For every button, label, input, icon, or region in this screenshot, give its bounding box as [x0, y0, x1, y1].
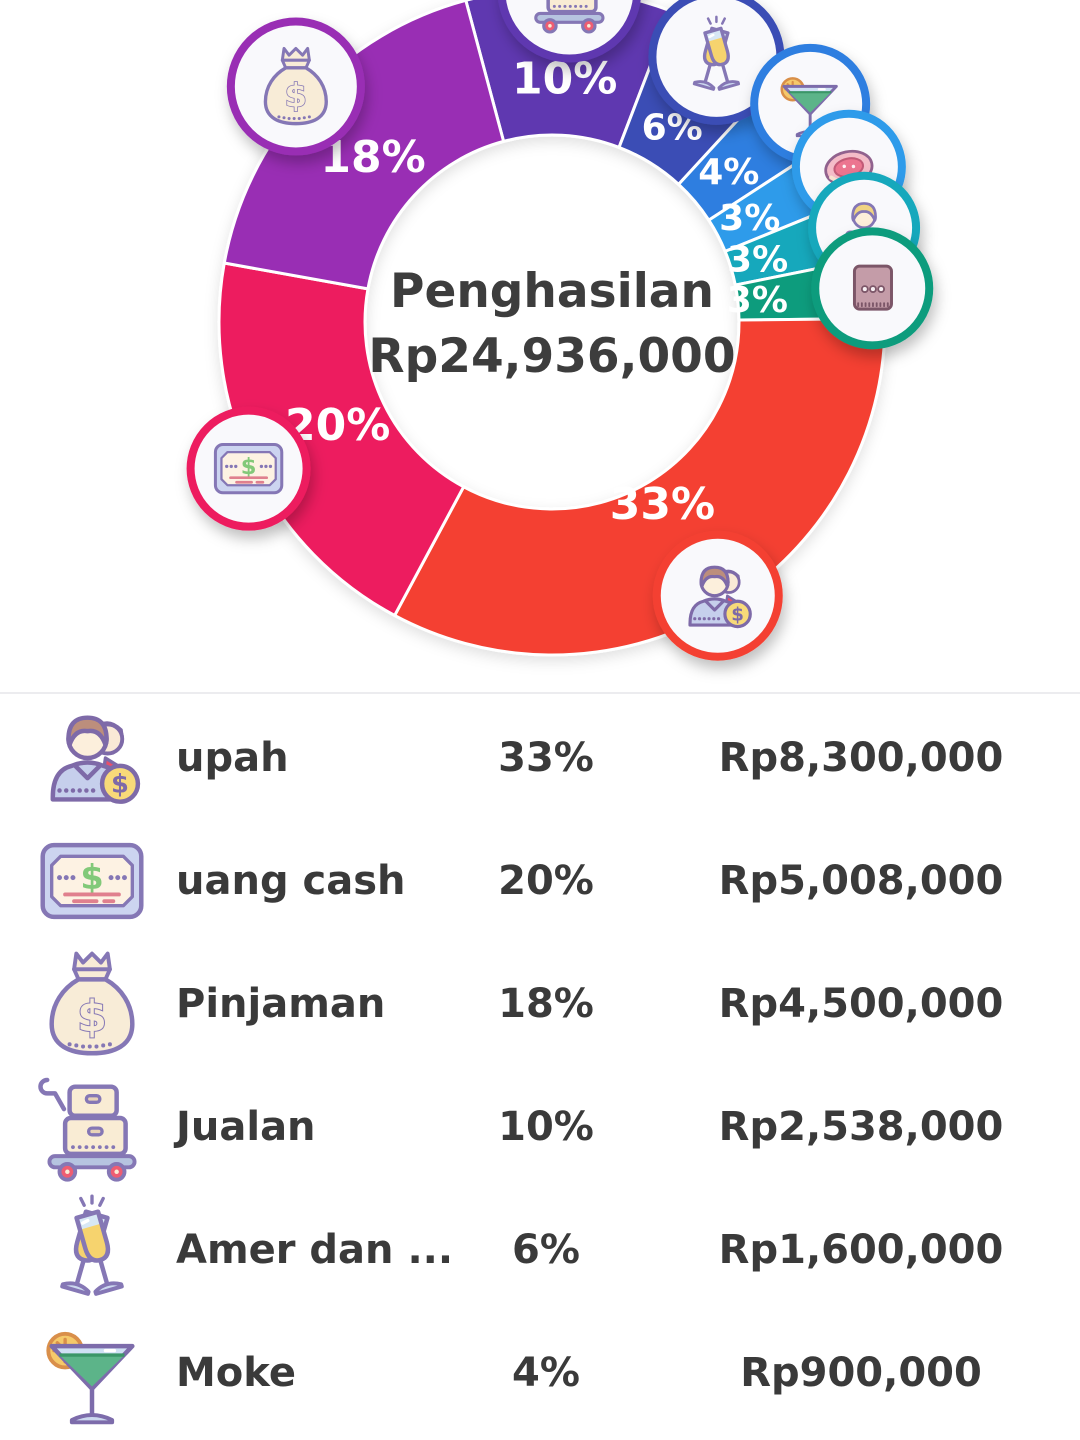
legend-percent: 20%	[498, 857, 594, 904]
slice-percent-label: 3%	[727, 239, 788, 280]
legend-percent: 18%	[498, 980, 594, 1027]
legend-percent: 33%	[498, 734, 594, 781]
legend-amount: Rp900,000	[740, 1349, 982, 1396]
banknote-icon	[36, 825, 148, 937]
legend-percent: 4%	[512, 1349, 580, 1396]
slice-percent-label: 3%	[719, 198, 780, 239]
legend-row-moke[interactable]: Moke 4% Rp900,000	[0, 1311, 1080, 1434]
legend-amount: Rp2,538,000	[718, 1103, 1004, 1150]
banknote-badge	[186, 406, 311, 531]
legend-row-pinjaman[interactable]: Pinjaman 18% Rp4,500,000	[0, 942, 1080, 1065]
income-donut-chart: $ $ $	[186, 0, 934, 661]
legend-row-amer[interactable]: Amer dan ... 6% Rp1,600,000	[0, 1188, 1080, 1311]
donut-slice-uang cash[interactable]	[217, 261, 466, 617]
chart-center-title: Penghasilan	[390, 264, 714, 319]
trolley-badge	[498, 0, 641, 63]
legend-label: Jualan	[176, 1103, 316, 1150]
slice-percent-label: 3%	[727, 280, 788, 321]
category-list: upah 33% Rp8,300,000 uang cash 20% Rp5,0…	[0, 696, 1080, 1434]
slice-percent-label: 4%	[698, 152, 759, 193]
legend-amount: Rp4,500,000	[718, 980, 1004, 1027]
section-divider	[0, 692, 1080, 694]
trolley-icon	[36, 1071, 148, 1183]
person-coin-icon	[36, 702, 148, 814]
legend-row-uang-cash[interactable]: uang cash 20% Rp5,008,000	[0, 819, 1080, 942]
legend-amount: Rp5,008,000	[718, 857, 1004, 904]
legend-percent: 6%	[512, 1226, 580, 1273]
legend-label: Pinjaman	[176, 980, 386, 1027]
legend-row-upah[interactable]: upah 33% Rp8,300,000	[0, 696, 1080, 819]
legend-amount: Rp1,600,000	[718, 1226, 1004, 1273]
legend-percent: 10%	[498, 1103, 594, 1150]
box-icon	[852, 264, 893, 311]
legend-label: Amer dan ...	[176, 1226, 454, 1273]
box-badge	[811, 227, 934, 350]
champagne-icon	[36, 1194, 148, 1306]
money-bag-icon	[36, 948, 148, 1060]
person-coin-badge	[652, 530, 783, 661]
legend-label: Moke	[176, 1349, 296, 1396]
legend-row-jualan[interactable]: Jualan 10% Rp2,538,000	[0, 1065, 1080, 1188]
martini-icon	[36, 1317, 148, 1429]
chart-center-total: Rp24,936,000	[368, 329, 735, 384]
donut-slice-Pinjaman[interactable]	[222, 0, 506, 291]
legend-label: upah	[176, 734, 289, 781]
legend-amount: Rp8,300,000	[718, 734, 1004, 781]
money-bag-badge	[226, 17, 365, 156]
slice-percent-label: 33%	[610, 479, 715, 530]
legend-label: uang cash	[176, 857, 406, 904]
banknote-icon	[213, 443, 284, 495]
